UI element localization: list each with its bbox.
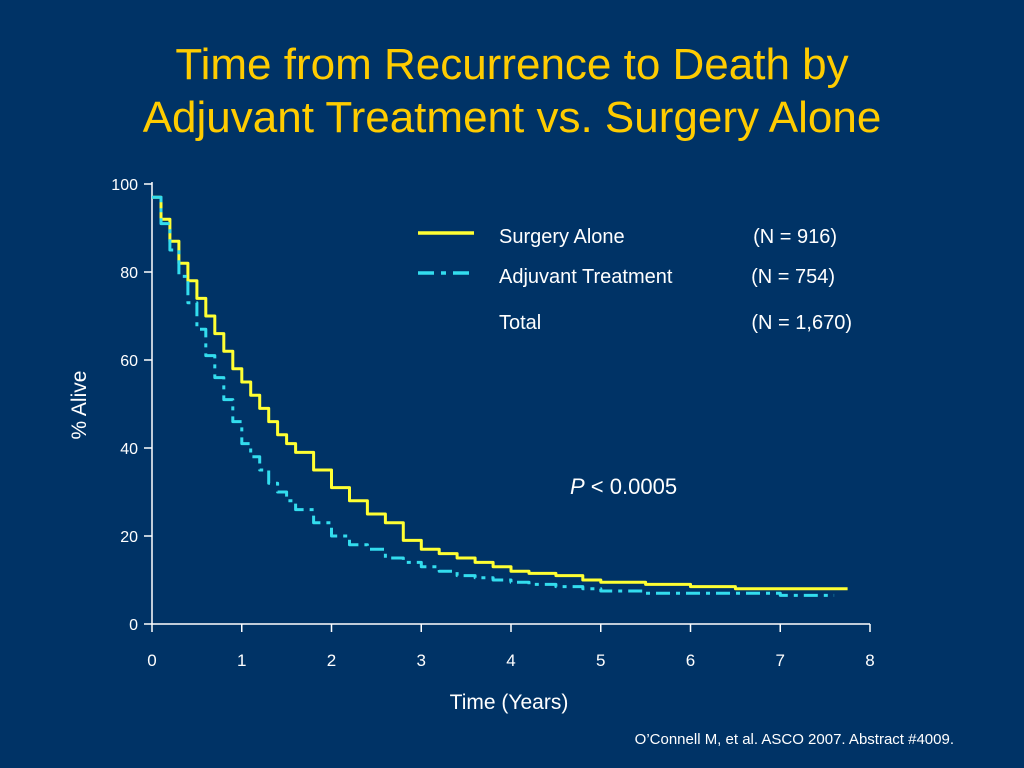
x-tick-label: 0 [147, 651, 156, 670]
p-value-italic: P [570, 474, 585, 499]
title-line-2: Adjuvant Treatment vs. Surgery Alone [142, 93, 882, 142]
series-adjuvant-treatment [152, 195, 835, 597]
legend-n: (N = 916) [753, 226, 837, 248]
y-tick-label: 60 [120, 353, 138, 370]
y-tick-label: 80 [120, 265, 138, 282]
y-tick-label: 100 [111, 177, 138, 194]
y-tick-label: 20 [120, 529, 138, 546]
p-value-text: < 0.0005 [585, 474, 677, 499]
citation: O’Connell M, et al. ASCO 2007. Abstract … [634, 731, 954, 748]
x-tick-label: 5 [596, 651, 605, 670]
x-tick-label: 3 [417, 651, 426, 670]
x-tick-label: 7 [776, 651, 785, 670]
x-tick-label: 2 [327, 651, 336, 670]
x-tick-label: 1 [237, 651, 246, 670]
legend-label: Adjuvant Treatment [499, 266, 673, 288]
chart-title: Time from Recurrence to Death by Adjuvan… [0, 38, 1024, 144]
legend-label: Total [499, 312, 541, 334]
x-axis-label: Time (Years) [450, 691, 569, 714]
legend-label: Surgery Alone [499, 226, 625, 248]
series-surgery-alone [152, 195, 848, 591]
series-group [152, 195, 848, 597]
y-tick-label: 0 [129, 617, 138, 634]
x-tick-label: 6 [686, 651, 695, 670]
legend-n: (N = 1,670) [751, 312, 852, 334]
legend: Surgery Alone (N = 916) Adjuvant Treatment… [418, 226, 852, 334]
axes: 0 20 40 60 80 100 0 1 2 3 4 5 6 7 8 [111, 177, 874, 670]
title-line-1: Time from Recurrence to Death by [175, 40, 849, 89]
x-tick-label: 4 [506, 651, 515, 670]
y-axis-label: % Alive [68, 371, 91, 440]
x-tick-label: 8 [865, 651, 874, 670]
legend-n: (N = 754) [751, 266, 835, 288]
p-value-annotation: P < 0.0005 [570, 474, 677, 499]
y-tick-label: 40 [120, 441, 138, 458]
